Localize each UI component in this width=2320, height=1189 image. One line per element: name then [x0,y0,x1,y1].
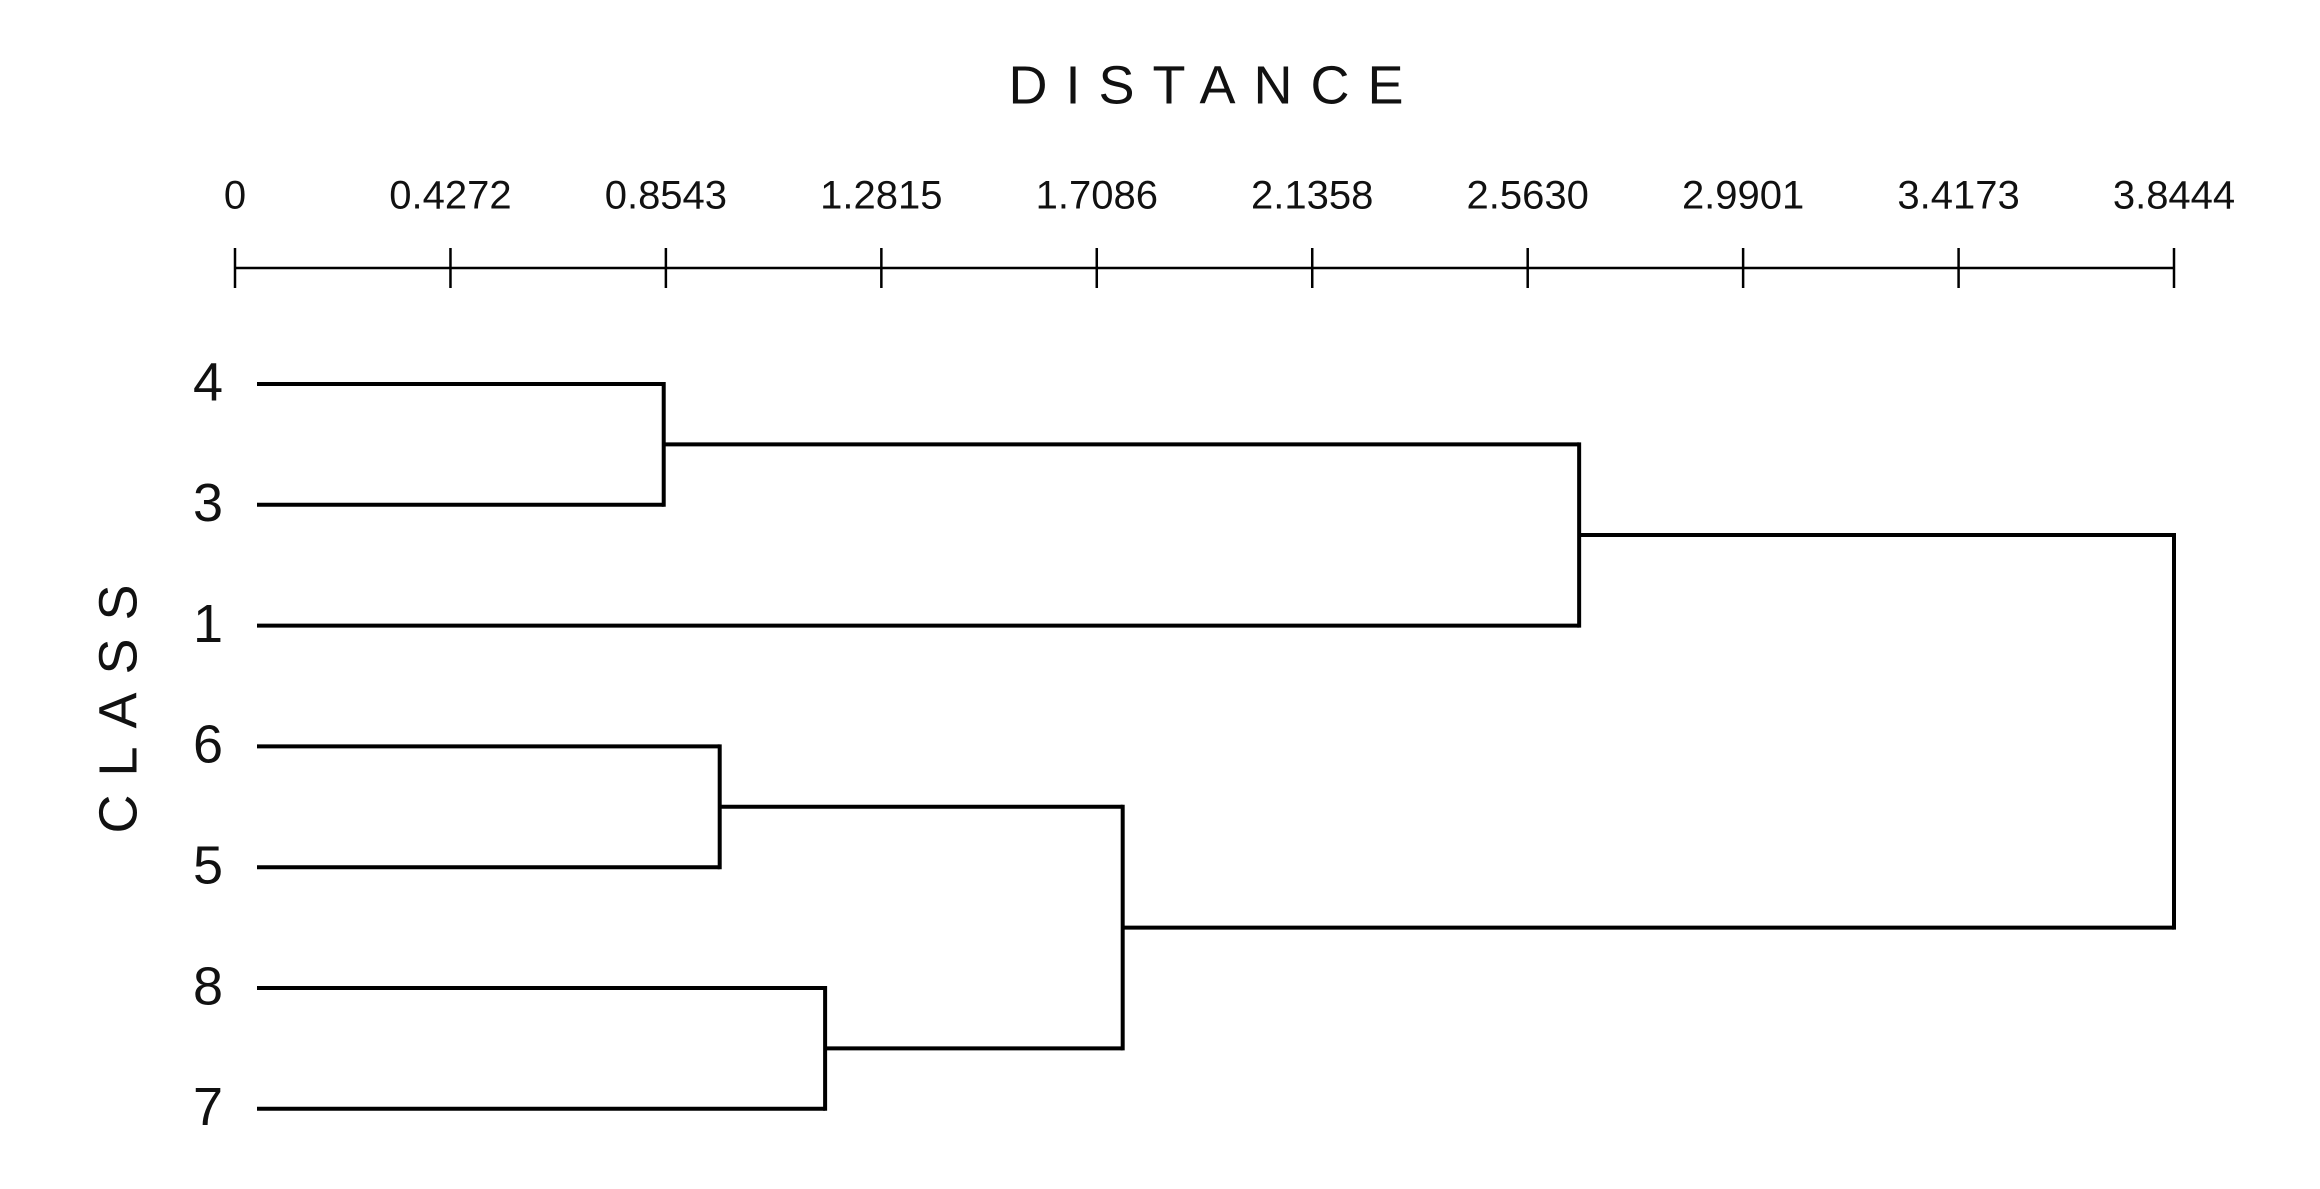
leaf-label: 8 [193,956,223,1016]
x-tick-label: 1.2815 [820,174,942,218]
x-tick-label: 2.9901 [1682,174,1804,218]
leaf-label: 7 [193,1077,223,1137]
x-tick-label: 2.5630 [1467,174,1589,218]
x-tick-label: 0.4272 [389,174,511,218]
y-axis-title: CLASS [88,566,148,833]
leaf-label: 1 [193,594,223,654]
x-axis-title: DISTANCE [1008,55,1421,115]
x-tick-label: 3.4173 [1897,174,2019,218]
x-tick-label: 3.8444 [2113,174,2235,218]
leaf-label: 4 [193,352,223,412]
x-tick-label: 1.7086 [1036,174,1158,218]
x-tick-label: 0.8543 [605,174,727,218]
leaf-label: 3 [193,473,223,533]
leaf-label: 5 [193,835,223,895]
leaf-label: 6 [193,715,223,775]
x-tick-label: 0 [224,174,246,218]
x-tick-label: 2.1358 [1251,174,1373,218]
